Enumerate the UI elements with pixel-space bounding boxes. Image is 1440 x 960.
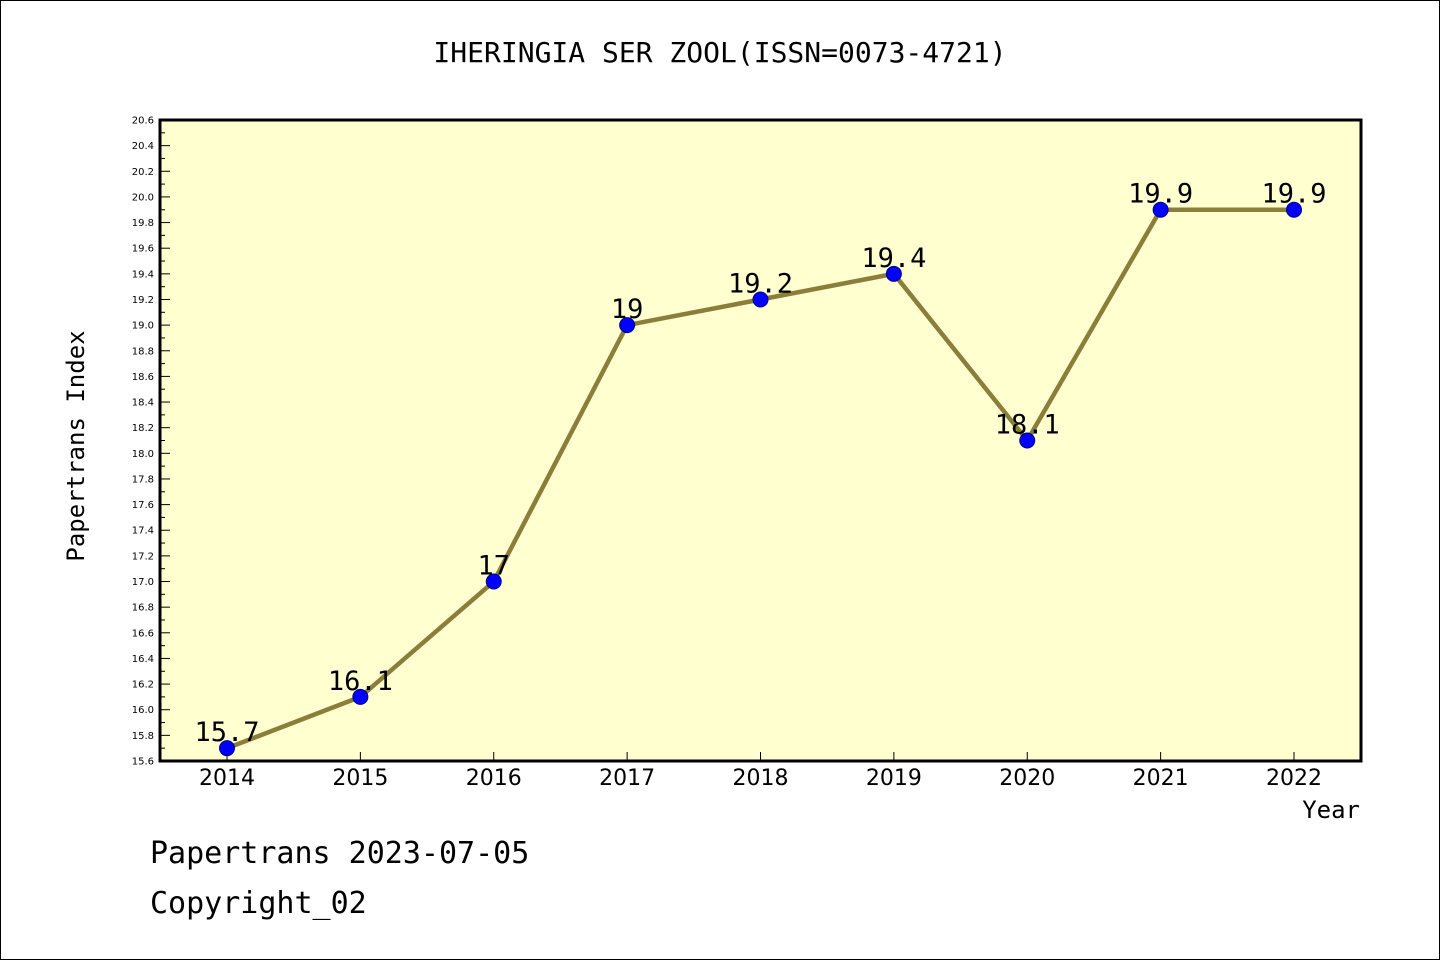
y-tick-label: 18.2 xyxy=(132,423,154,434)
x-axis-label: Year xyxy=(1302,796,1360,824)
footer-date: Papertrans 2023-07-05 xyxy=(150,836,530,871)
y-tick-label: 19.2 xyxy=(132,295,154,306)
data-point xyxy=(485,573,502,590)
x-tick-label: 2019 xyxy=(866,766,922,791)
x-tick-label: 2014 xyxy=(199,766,255,791)
data-label: 19.9 xyxy=(1261,179,1326,210)
data-label: 18.1 xyxy=(995,410,1060,441)
data-label: 15.7 xyxy=(194,717,259,748)
y-tick-label: 16.8 xyxy=(132,603,154,614)
y-tick-label: 15.6 xyxy=(132,757,154,768)
y-tick-label: 16.0 xyxy=(132,705,154,716)
footer-copyright: Copyright_02 xyxy=(150,886,367,921)
y-tick-label: 18.8 xyxy=(132,346,154,357)
data-point xyxy=(1286,201,1302,218)
data-label: 19.2 xyxy=(728,268,793,299)
x-tick-label: 2018 xyxy=(733,766,789,791)
y-tick-label: 19.4 xyxy=(132,269,154,280)
chart-title: IHERINGIA SER ZOOL(ISSN=0073-4721) xyxy=(433,36,1007,69)
y-tick-label: 18.6 xyxy=(132,372,154,383)
data-label: 19.4 xyxy=(861,243,926,274)
y-tick-label: 19.6 xyxy=(132,244,154,255)
y-tick-label: 19.0 xyxy=(132,321,154,332)
data-point xyxy=(752,291,769,308)
y-tick-label: 20.4 xyxy=(132,141,154,152)
data-point xyxy=(1152,201,1169,218)
data-point xyxy=(619,317,636,334)
x-tick-label: 2016 xyxy=(466,766,522,791)
x-tick-label: 2017 xyxy=(599,766,655,791)
y-tick-label: 15.8 xyxy=(132,731,154,742)
x-tick-label: 2021 xyxy=(1133,766,1189,791)
x-tick-label: 2015 xyxy=(332,766,388,791)
y-tick-label: 18.4 xyxy=(132,398,154,409)
y-tick-label: 17.0 xyxy=(132,577,154,588)
data-point xyxy=(1019,432,1036,449)
x-tick-label: 2020 xyxy=(999,766,1055,791)
y-tick-label: 17.2 xyxy=(132,551,154,562)
data-label: 17 xyxy=(477,551,510,582)
y-tick-label: 20.2 xyxy=(132,167,154,178)
y-tick-label: 16.2 xyxy=(132,680,154,691)
data-label: 19 xyxy=(611,294,644,325)
data-label: 19.9 xyxy=(1128,179,1193,210)
y-tick-label: 16.6 xyxy=(132,628,154,639)
plot-border xyxy=(158,118,1363,763)
y-tick-label: 16.4 xyxy=(132,654,154,665)
x-tick-label: 2022 xyxy=(1266,766,1322,791)
data-point xyxy=(219,740,235,757)
data-point xyxy=(352,688,369,705)
y-tick-label: 17.6 xyxy=(132,500,154,511)
y-tick-label: 19.8 xyxy=(132,218,154,229)
data-label: 16.1 xyxy=(328,666,393,697)
data-point xyxy=(885,265,902,282)
y-tick-label: 20.0 xyxy=(132,192,154,203)
y-tick-label: 20.6 xyxy=(132,116,154,127)
plot-area xyxy=(160,120,1361,761)
y-tick-label: 17.8 xyxy=(132,474,154,485)
y-tick-label: 18.0 xyxy=(132,449,154,460)
y-tick-label: 17.4 xyxy=(132,526,154,537)
